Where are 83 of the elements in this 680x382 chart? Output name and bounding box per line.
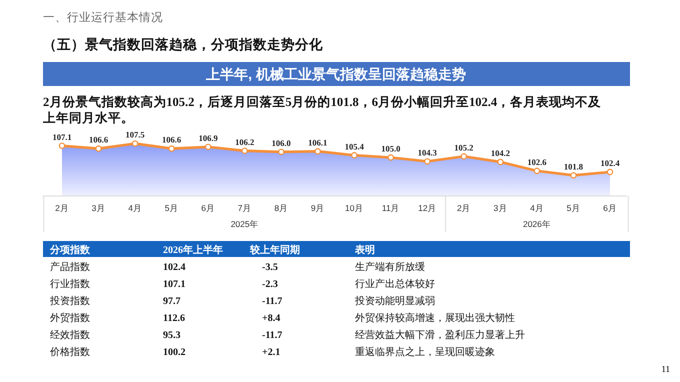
annotation: 较上年同期 bbox=[249, 244, 300, 256]
text: （五）景气指数回落趋稳，分项指数走势分化 bbox=[43, 37, 324, 52]
point bbox=[351, 152, 358, 158]
x-tick-label: 12月 bbox=[418, 203, 437, 213]
point bbox=[534, 168, 540, 174]
x-tick-label: 7月 bbox=[238, 203, 252, 213]
data-label: 105.2 bbox=[454, 142, 474, 152]
annotation: -11.7 bbox=[262, 330, 282, 341]
data-label: 106.6 bbox=[162, 134, 182, 145]
annotation: 分项指数 bbox=[49, 244, 91, 256]
x-tick-label: 5月 bbox=[164, 203, 178, 213]
annotation: 产品指数 bbox=[50, 261, 90, 273]
annotation: 102.4 bbox=[163, 262, 186, 273]
annotation: 行业指数 bbox=[50, 278, 90, 290]
annotation: +2.1 bbox=[262, 347, 280, 358]
annotation: 生产端有所放缓 bbox=[355, 261, 425, 273]
annotation: 行业产出总体较好 bbox=[355, 278, 435, 290]
point bbox=[132, 140, 138, 147]
annotation: 投资动能明显减弱 bbox=[354, 295, 435, 307]
x-tick-label: 10月 bbox=[345, 203, 364, 213]
data-label: 102.4 bbox=[600, 158, 620, 168]
data-label: 104.3 bbox=[418, 147, 437, 158]
annotation: 95.3 bbox=[163, 330, 180, 341]
data-label: 107.1 bbox=[52, 132, 72, 142]
point bbox=[460, 153, 468, 160]
x-tick-label: 11月 bbox=[382, 203, 400, 213]
annotation: -3.5 bbox=[262, 262, 278, 273]
annotation: 2026年上半年 bbox=[163, 244, 223, 256]
annotation: -2.3 bbox=[262, 279, 278, 290]
x-tick-label: 2月 bbox=[55, 203, 69, 213]
point bbox=[606, 168, 614, 176]
x-tick-label: 8月 bbox=[274, 203, 288, 213]
data-label: 102.6 bbox=[527, 156, 546, 167]
annotation: -11.7 bbox=[262, 296, 282, 307]
annotation: 经效指数 bbox=[50, 329, 90, 341]
annotation: 112.6 bbox=[163, 313, 185, 324]
annotation: 外贸保持较高增速，展现出强大韧性 bbox=[355, 312, 515, 324]
annotation: 97.7 bbox=[163, 296, 180, 307]
annotation: 价格指数 bbox=[49, 346, 90, 358]
point bbox=[278, 148, 284, 156]
annotation: 2026年 bbox=[522, 219, 551, 229]
point bbox=[58, 142, 66, 149]
data-label: 107.5 bbox=[126, 130, 145, 140]
x-tick-label: 4月 bbox=[128, 203, 142, 213]
point bbox=[241, 148, 248, 154]
annotation: 投资指数 bbox=[49, 295, 90, 307]
point bbox=[168, 145, 175, 152]
annotation: 表明 bbox=[354, 244, 375, 256]
annotation: 100.2 bbox=[163, 347, 186, 358]
data-label: 106.1 bbox=[308, 137, 328, 148]
data-label: 106.6 bbox=[88, 134, 108, 145]
x-tick-label: 3月 bbox=[92, 203, 106, 213]
point bbox=[314, 148, 321, 155]
text: 11 bbox=[661, 364, 670, 374]
data-label: 106.9 bbox=[198, 132, 218, 143]
data-label: 106.0 bbox=[272, 138, 291, 148]
chart-title: 上半年, 机械工业景气指数呈回落趋稳走势 bbox=[205, 66, 466, 82]
annotation: 2025年 bbox=[230, 219, 259, 229]
point bbox=[204, 144, 212, 150]
data-label: 105.4 bbox=[344, 141, 365, 152]
x-tick-label: 3月 bbox=[494, 203, 508, 213]
annotation: 重返临界点之上，呈现回暖迹象 bbox=[355, 346, 495, 358]
point bbox=[570, 172, 577, 179]
x-tick-label: 6月 bbox=[201, 203, 215, 213]
x-tick-label: 4月 bbox=[530, 203, 544, 213]
annotation: 107.1 bbox=[163, 279, 186, 290]
annotation: 外贸指数 bbox=[50, 312, 90, 324]
data-label: 101.8 bbox=[564, 161, 584, 172]
point bbox=[95, 145, 102, 152]
data-label: 106.2 bbox=[235, 136, 254, 147]
x-tick-label: 9月 bbox=[310, 203, 325, 213]
x-tick-label: 5月 bbox=[566, 203, 580, 213]
annotation: 经营效益大幅下滑，盈利压力显著上升 bbox=[355, 329, 525, 341]
x-tick-label: 6月 bbox=[603, 203, 617, 213]
data-label: 105.0 bbox=[381, 143, 400, 154]
data-label: 104.2 bbox=[490, 148, 510, 158]
x-tick-label: 2月 bbox=[457, 203, 471, 213]
annotation: +8.4 bbox=[262, 313, 280, 324]
text: 一、行业运行基本情况 bbox=[43, 11, 163, 24]
point bbox=[388, 154, 394, 161]
point bbox=[497, 158, 504, 166]
chart-subtitle: 2月份景气指数较高为105.2，后逐月回落至5月份的101.8，6月份小幅回升至102.4，各月表现均不及上年同月水平。 bbox=[43, 94, 602, 126]
point bbox=[424, 158, 431, 165]
